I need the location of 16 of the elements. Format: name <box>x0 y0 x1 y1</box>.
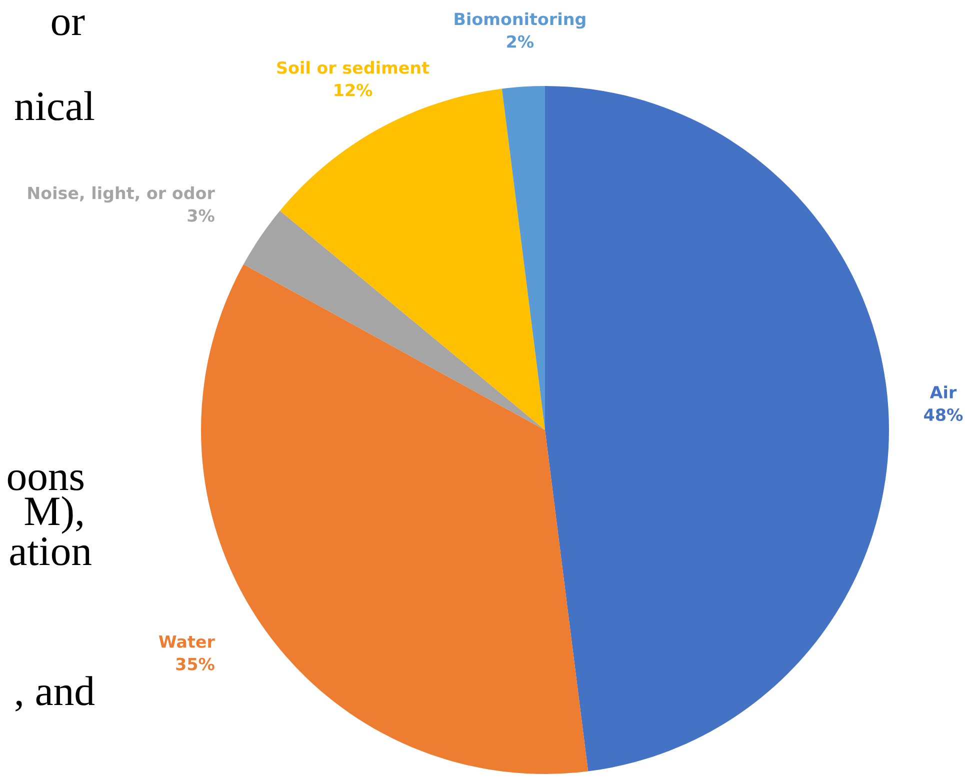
slice-label: Biomonitoring <box>454 12 586 29</box>
data-label: 48% <box>924 408 963 422</box>
text: or <box>52 15 85 36</box>
slice-label: Water <box>158 636 215 648</box>
text: ation <box>10 537 92 566</box>
data-label: 35% <box>176 658 214 670</box>
slice-label: Soil or sediment <box>277 61 430 74</box>
data-label: 3% <box>188 209 214 222</box>
data-label: 2% <box>507 35 534 48</box>
text: nical <box>14 91 94 120</box>
slice-label: Noise, light, or odor <box>28 186 215 203</box>
data-label: 12% <box>334 84 372 96</box>
text: oons <box>8 470 84 490</box>
slice-label: Air <box>930 386 957 398</box>
text: M), <box>24 496 82 534</box>
text: , and <box>16 676 94 712</box>
